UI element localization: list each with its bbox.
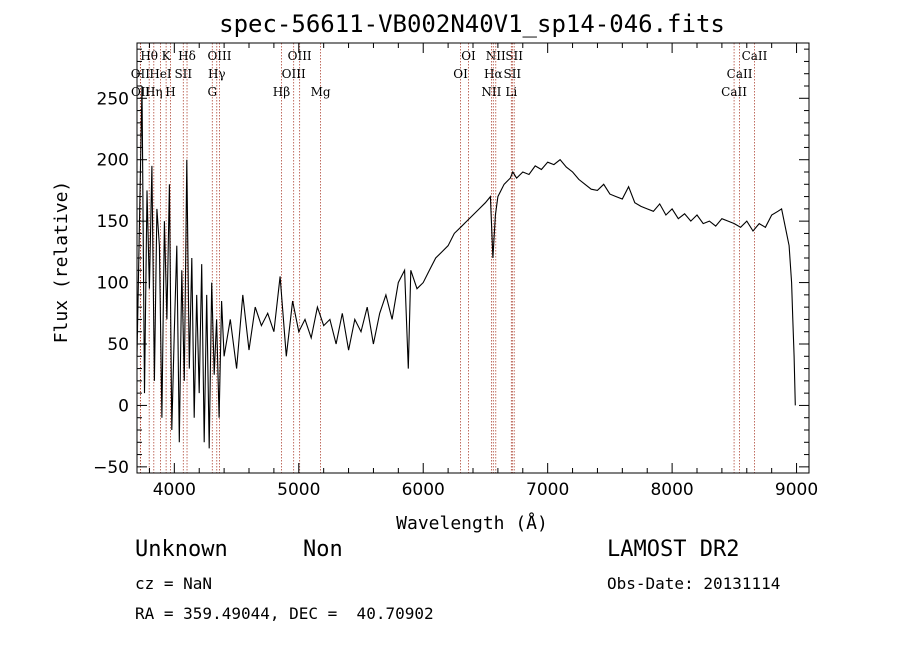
spectral-line-label: CaII [742, 49, 768, 63]
spectral-line-label: OII [131, 85, 151, 99]
y-tick-label: −50 [93, 458, 129, 478]
spectral-line-label: SII [505, 49, 523, 63]
coordinates: RA = 359.49044, DEC = 40.70902 [135, 604, 434, 623]
chart-title: spec-56611-VB002N40V1_sp14-046.fits [219, 10, 725, 38]
spectral-line-label: SII [174, 67, 192, 81]
spectral-line-label: CaII [727, 67, 753, 81]
y-tick-label: 250 [97, 89, 129, 109]
object-subclass: Non [303, 537, 343, 562]
spectral-line-label: OIII [207, 49, 231, 63]
spectral-line-label: OI [461, 49, 476, 63]
x-tick-label: 4000 [153, 480, 196, 500]
plot-frame [136, 42, 810, 474]
spectral-line-label: Hγ [208, 67, 226, 81]
spectral-line-label: H [165, 85, 175, 99]
axis-ticks: 4000 5000 6000 7000 8000 9000 −50 0 50 100 150 200 2… [93, 43, 818, 500]
y-axis-label: Flux (relative) [51, 181, 72, 344]
spectral-line-label: SII [503, 67, 521, 81]
spectral-line-label: CaII [721, 85, 747, 99]
survey-name: LAMOST DR2 [607, 537, 740, 562]
spectral-line-label: Hα [484, 67, 503, 81]
x-tick-label: 9000 [775, 480, 818, 500]
y-tick-label: 50 [107, 335, 129, 355]
x-tick-label: 6000 [402, 480, 445, 500]
spectral-line-label: Hθ [140, 49, 158, 63]
x-tick-label: 8000 [650, 480, 693, 500]
spectral-line-label: G [207, 85, 217, 99]
y-tick-label: 150 [97, 212, 129, 232]
y-tick-label: 200 [97, 151, 129, 171]
spectral-line-label: NII [486, 49, 506, 63]
spectral-line-label: OIII [282, 67, 306, 81]
y-tick-label: 0 [118, 396, 129, 416]
observation-date: Obs-Date: 20131114 [607, 574, 781, 593]
y-tick-label: 100 [97, 274, 129, 294]
spectral-line-label: Hη [145, 85, 163, 99]
spectral-line-label: Li [505, 85, 517, 99]
x-tick-label: 7000 [526, 480, 569, 500]
spectral-line-label: Hβ [273, 85, 290, 99]
x-axis-label: Wavelength (Å) [396, 512, 548, 534]
x-tick-label: 5000 [277, 480, 320, 500]
spectral-line-label: Hδ [178, 49, 196, 63]
spectral-line-label: K [162, 49, 172, 63]
spectral-line-label: OIII [288, 49, 312, 63]
spectrum-line [136, 85, 796, 449]
spectral-line-label: OI [453, 67, 468, 81]
spectral-line-label: NII [481, 85, 501, 99]
redshift-value: cz = NaN [135, 574, 213, 593]
spectral-line-label: Mg [311, 85, 331, 99]
object-class: Unknown [135, 537, 228, 562]
spectral-line-label: HeI [149, 67, 172, 81]
